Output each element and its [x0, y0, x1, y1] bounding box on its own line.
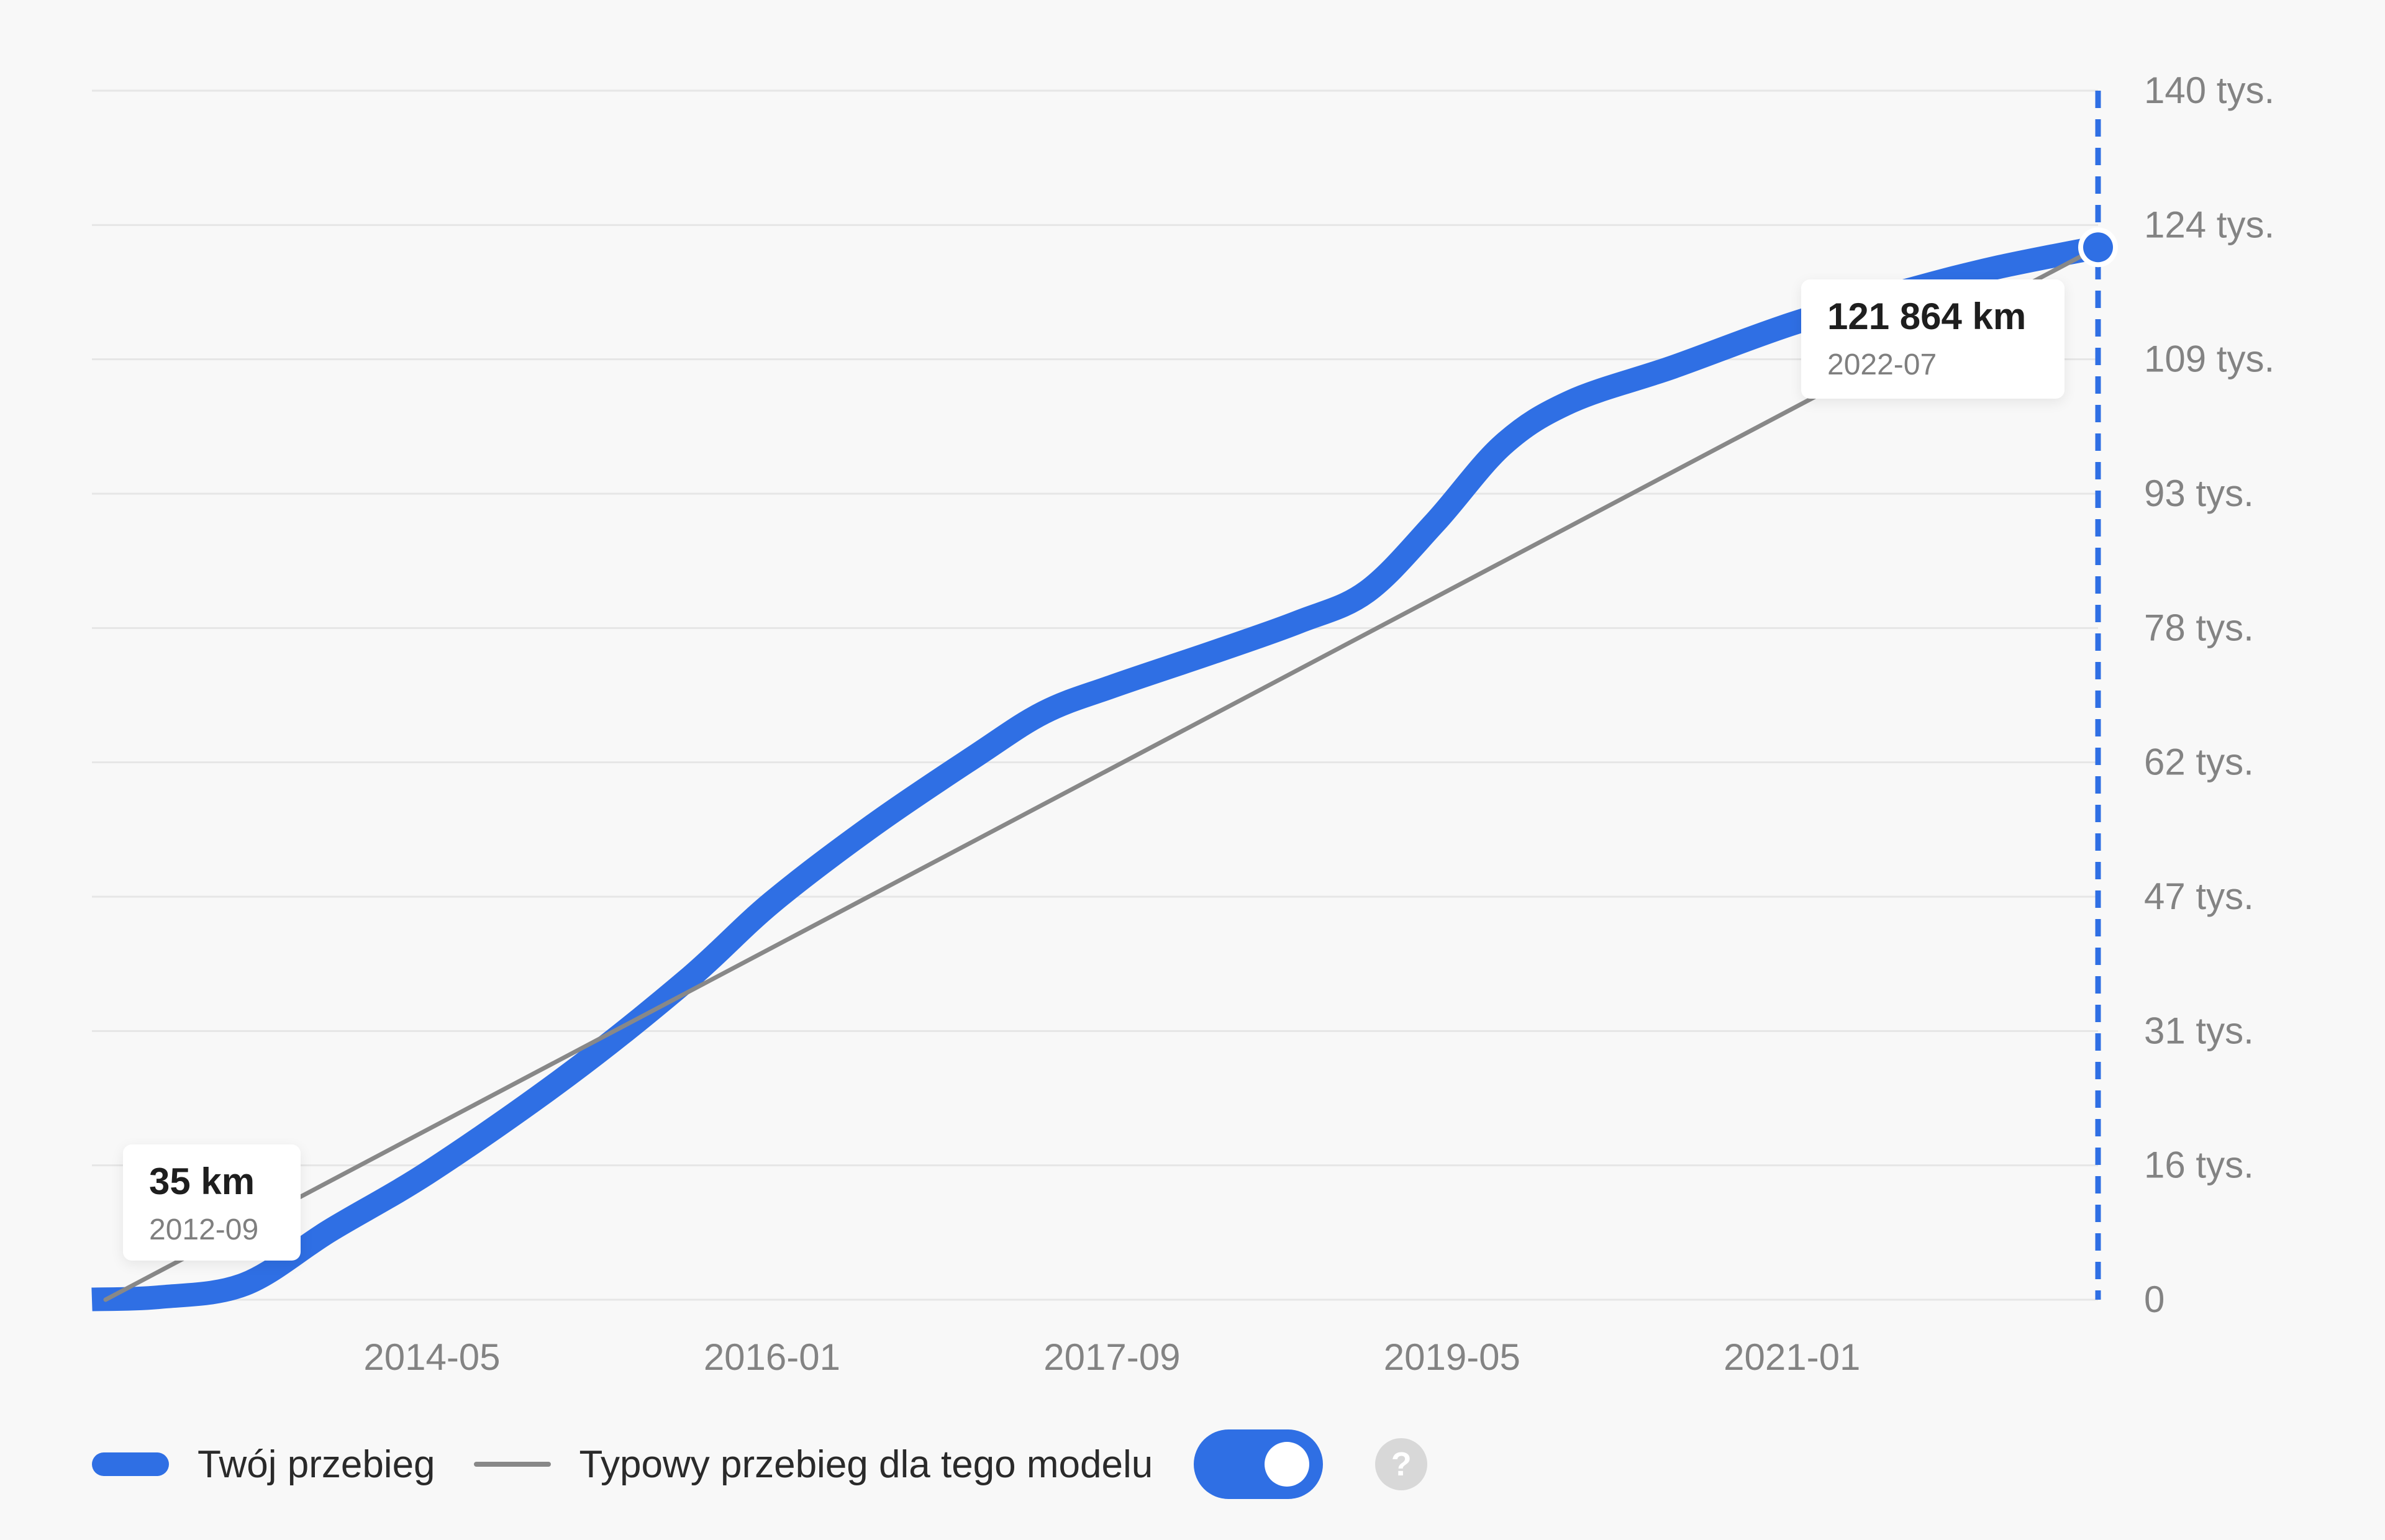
endpoint-dot: [2083, 232, 2113, 263]
y-tick-label: 0: [2144, 1279, 2165, 1320]
y-tick-label: 31 tys.: [2144, 1010, 2254, 1051]
x-tick-label: 2017-09: [1043, 1336, 1180, 1378]
series-own-mileage-line: [91, 235, 2101, 1311]
typical-mileage-toggle[interactable]: [1194, 1429, 1324, 1499]
y-tick-label: 47 tys.: [2144, 876, 2254, 917]
series-typical-mileage-line: [103, 245, 2101, 1302]
y-tick-label: 124 tys.: [2144, 204, 2274, 245]
legend-label-typical-mileage: Typowy przebieg dla tego modelu: [579, 1443, 1153, 1486]
y-tick-label: 78 tys.: [2144, 607, 2254, 648]
callout-end-date: 2022-07: [1827, 348, 1937, 381]
legend-item-own-mileage: Twój przebieg: [92, 1443, 435, 1487]
y-tick-label: 109 tys.: [2144, 338, 2274, 380]
legend-swatch-typical-mileage: [473, 1462, 551, 1467]
legend-item-typical-mileage: Typowy przebieg dla tego modelu: [473, 1443, 1153, 1487]
callout-start-value: 35 km: [149, 1161, 255, 1202]
callout-start: 35 km 2012-09: [123, 1144, 301, 1261]
y-tick-label: 93 tys.: [2144, 473, 2254, 514]
toggle-knob: [1265, 1442, 1310, 1487]
y-tick-label: 140 tys.: [2144, 70, 2274, 111]
callout-start-date: 2012-09: [149, 1213, 259, 1246]
legend-label-own-mileage: Twój przebieg: [198, 1443, 435, 1486]
x-tick-label: 2021-01: [1724, 1336, 1860, 1378]
x-tick-label: 2016-01: [704, 1336, 840, 1378]
y-tick-label: 16 tys.: [2144, 1144, 2254, 1186]
legend: Twój przebieg Typowy przebieg dla tego m…: [92, 1427, 1428, 1502]
callout-end-value: 121 864 km: [1827, 296, 2027, 337]
question-mark-icon[interactable]: ?: [1375, 1438, 1428, 1490]
legend-swatch-own-mileage: [92, 1452, 169, 1476]
x-tick-label: 2014-05: [363, 1336, 500, 1378]
callout-end: 121 864 km 2022-07: [1801, 279, 2065, 399]
x-tick-label: 2019-05: [1384, 1336, 1520, 1378]
y-tick-label: 62 tys.: [2144, 741, 2254, 783]
